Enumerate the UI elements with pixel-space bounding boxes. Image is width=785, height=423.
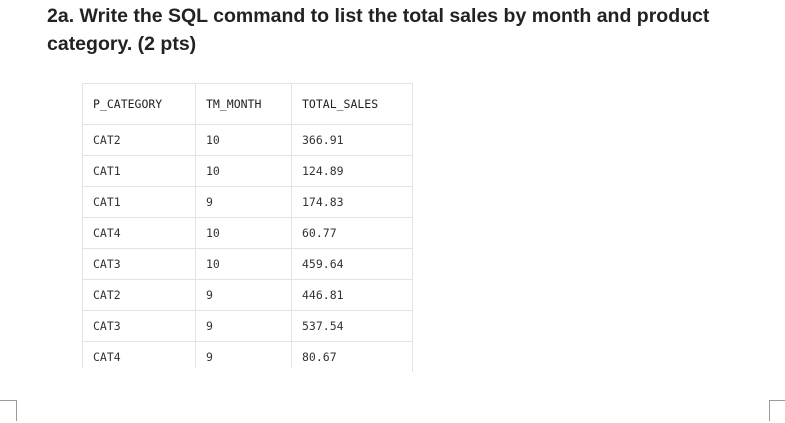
cell-p-category: CAT3 — [82, 248, 196, 280]
column-header-tm-month: TM_MONTH — [195, 83, 292, 125]
cell-total-sales: 459.64 — [291, 248, 413, 280]
cell-tm-month: 9 — [195, 341, 292, 372]
cell-total-sales: 60.77 — [291, 217, 413, 249]
cell-p-category: CAT2 — [82, 124, 196, 156]
cell-p-category: CAT4 — [82, 341, 196, 372]
page-corner-mark-left — [0, 400, 17, 421]
cell-p-category: CAT1 — [82, 155, 196, 187]
table-row: CAT1 9 174.83 — [82, 186, 413, 218]
table-bottom-cutoff — [80, 368, 386, 374]
table-row: CAT2 9 446.81 — [82, 279, 413, 311]
column-header-p-category: P_CATEGORY — [82, 83, 196, 125]
cell-tm-month: 10 — [195, 124, 292, 156]
cell-total-sales: 80.67 — [291, 341, 413, 372]
cell-p-category: CAT3 — [82, 310, 196, 342]
cell-tm-month: 9 — [195, 310, 292, 342]
cell-p-category: CAT1 — [82, 186, 196, 218]
cell-tm-month: 10 — [195, 155, 292, 187]
question-heading: 2a. Write the SQL command to list the to… — [47, 5, 710, 55]
cell-total-sales: 124.89 — [291, 155, 413, 187]
cell-total-sales: 537.54 — [291, 310, 413, 342]
cell-total-sales: 174.83 — [291, 186, 413, 218]
cell-p-category: CAT2 — [82, 279, 196, 311]
cell-tm-month: 10 — [195, 248, 292, 280]
table-row: CAT4 10 60.77 — [82, 217, 413, 249]
table-row: CAT4 9 80.67 — [82, 341, 413, 372]
table-header-row: P_CATEGORY TM_MONTH TOTAL_SALES — [82, 83, 413, 125]
table-row: CAT3 9 537.54 — [82, 310, 413, 342]
column-header-total-sales: TOTAL_SALES — [291, 83, 413, 125]
table-row: CAT3 10 459.64 — [82, 248, 413, 280]
cell-tm-month: 10 — [195, 217, 292, 249]
cell-tm-month: 9 — [195, 279, 292, 311]
page-corner-mark-right — [769, 400, 785, 421]
cell-tm-month: 9 — [195, 186, 292, 218]
cell-p-category: CAT4 — [82, 217, 196, 249]
table-row: CAT1 10 124.89 — [82, 155, 413, 187]
table-row: CAT2 10 366.91 — [82, 124, 413, 156]
cell-total-sales: 446.81 — [291, 279, 413, 311]
query-result-table: P_CATEGORY TM_MONTH TOTAL_SALES CAT2 10 … — [82, 83, 413, 372]
cell-total-sales: 366.91 — [291, 124, 413, 156]
